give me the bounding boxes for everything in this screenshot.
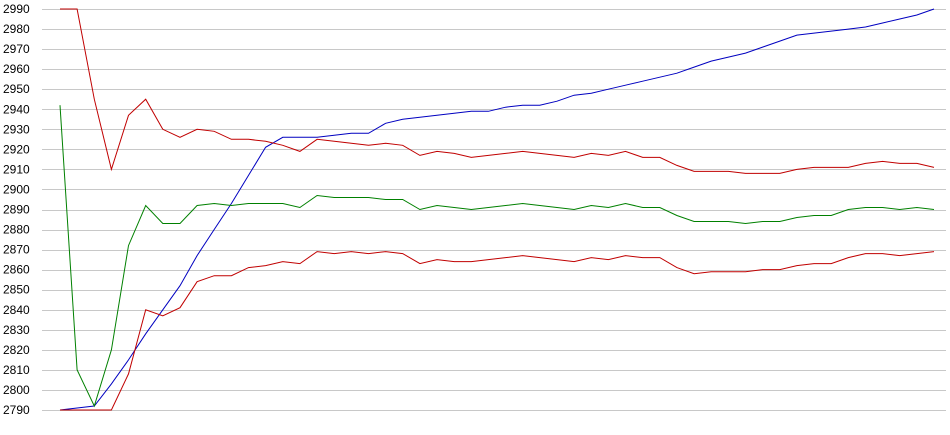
y-tick-label-2810: 2810 [3,363,30,377]
grid-lines [42,9,946,411]
y-tick-label-2950: 2950 [3,82,30,96]
y-tick-label-2820: 2820 [3,343,30,357]
y-tick-label-2900: 2900 [3,182,30,196]
y-tick-label-2870: 2870 [3,243,30,257]
y-tick-label-2940: 2940 [3,102,30,116]
y-tick-label-2860: 2860 [3,263,30,277]
y-tick-label-2930: 2930 [3,122,30,136]
y-tick-label-2990: 2990 [3,2,30,16]
series-line-3 [60,8,935,174]
y-tick-label-2970: 2970 [3,42,30,56]
y-axis-tick-labels: 2790 2800 2810 2820 2830 2840 2850 2860 2870 2880… [3,2,30,417]
y-tick-label-2840: 2840 [3,303,30,317]
y-tick-label-2880: 2880 [3,223,30,237]
series-line-4 [60,251,935,411]
y-tick-label-2830: 2830 [3,323,30,337]
y-tick-label-2960: 2960 [3,62,30,76]
y-tick-label-2910: 2910 [3,162,30,176]
y-tick-label-2850: 2850 [3,283,30,297]
y-tick-label-2890: 2890 [3,203,30,217]
series-line-2 [59,105,935,408]
series-line-1 [59,8,935,411]
y-tick-label-2790: 2790 [3,403,30,417]
y-tick-label-2920: 2920 [3,142,30,156]
y-tick-label-2800: 2800 [3,383,30,397]
series-lines [59,8,935,411]
y-tick-label-2980: 2980 [3,22,30,36]
